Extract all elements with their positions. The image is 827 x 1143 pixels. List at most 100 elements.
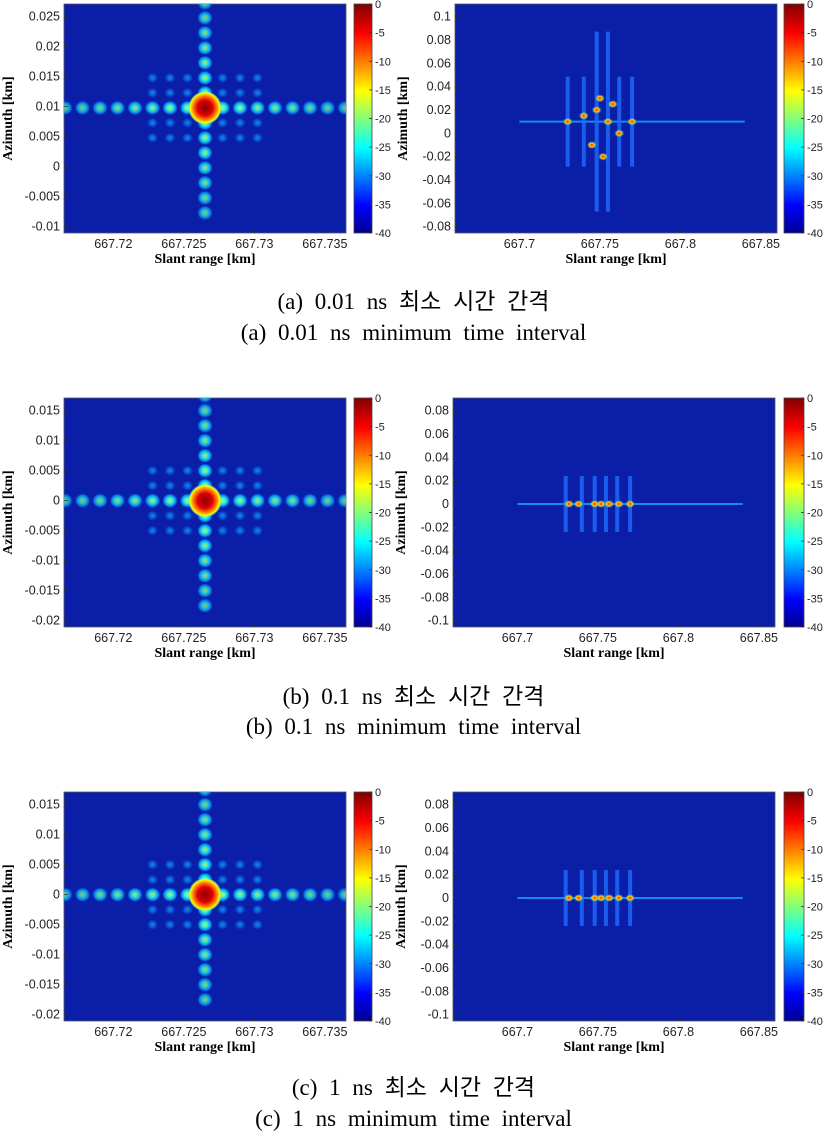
sidelobe-mark [146,859,159,871]
sidelobe-mark [251,904,264,916]
sidelobe-mark [197,130,213,146]
sidelobe-mark [319,887,336,903]
sidelobe-mark [164,874,176,886]
sidelobe-mark [146,480,159,492]
sidelobe-mark [162,100,178,116]
colorbar [353,397,373,628]
y-tick-label: 0.005 [29,464,60,478]
sidelobe-mark [197,917,213,933]
sidelobe-mark [197,872,213,888]
sidelobe-mark [197,797,213,813]
y-tick-label: 0.005 [29,858,60,872]
streak-mark [579,475,584,532]
x-tick-label: 667.8 [663,631,694,645]
sidelobe-mark [164,525,176,537]
sidelobe-mark [197,478,213,494]
y-tick-label: -0.01 [32,220,61,234]
sidelobe-mark [197,55,213,71]
colorbar [353,791,373,1022]
sidelobe-mark [162,493,178,509]
colorbar-tick-label: -10 [375,844,391,856]
x-tick-label: 667.725 [161,237,206,251]
hot-spot-mark [598,152,609,161]
colorbar-tick-label: -5 [375,422,385,434]
hot-spot-mark [596,499,607,508]
colorbar [783,397,805,628]
sidelobe-mark [216,525,229,537]
hot-spot-mark [563,499,574,508]
colorbar-tick-label: -40 [375,1016,391,1028]
sidelobe-mark [197,508,213,524]
sidelobe-mark [234,904,246,916]
y-tick-label: -0.08 [421,984,450,998]
y-tick-label: 0.01 [36,434,60,448]
sidelobe-mark [302,493,318,509]
sidelobe-mark [181,919,194,931]
sidelobe-mark [232,100,248,116]
x-axis-label: Slant range [km] [154,646,255,661]
sidelobe-mark [164,859,176,871]
sidelobe-mark [144,887,161,903]
sidelobe-mark [319,493,336,509]
y-axis-label: Azimuth [km] [396,76,411,160]
y-tick-label: 0.015 [29,798,60,812]
sidelobe-mark [197,932,213,948]
sidelobe-mark [234,510,246,522]
y-tick-label: -0.04 [421,938,450,952]
colorbar-tick-label: -40 [375,228,391,240]
colorbar-tick-label: -30 [807,565,823,577]
y-tick-label: 0.02 [425,474,449,488]
x-tick-label: 667.85 [740,631,778,645]
colorbar-tick-label: -5 [807,816,817,828]
hot-spot-mark [589,893,600,902]
sidelobe-mark [197,115,213,131]
y-tick-label: 0.005 [29,130,60,144]
caption-b-english: (b) 0.1 ns minimum time interval [245,714,582,739]
sidelobe-mark [109,100,126,116]
y-tick-label: -0.02 [32,1008,61,1022]
y-tick-label: -0.02 [423,150,452,164]
y-tick-label: 0.06 [425,427,449,441]
sidelobe-mark [197,857,213,873]
y-tick-label: -0.02 [32,614,61,628]
sidelobe-mark [197,205,213,221]
sidelobe-mark [144,493,161,509]
sidelobe-mark [197,398,213,404]
sidelobe-mark [337,493,346,509]
sidelobe-mark [251,87,264,99]
sidelobe-mark [216,87,229,99]
y-tick-label: -0.005 [25,918,60,932]
y-tick-label: 0.04 [425,844,449,858]
colorbar-tick-label: 0 [375,0,381,11]
y-tick-label: 0.04 [425,450,449,464]
hot-spot-mark [573,499,584,508]
sidelobe-mark [251,919,264,931]
colorbar-tick-label: -10 [807,844,823,856]
sidelobe-mark [92,887,108,903]
peak-mark [188,877,222,912]
hot-spot-mark [607,100,618,109]
sidelobe-mark [251,72,264,84]
y-tick-label: -0.06 [421,961,450,975]
sidelobe-mark [302,887,318,903]
sidelobe-mark [284,887,301,903]
sidelobe-mark [267,887,283,903]
hot-spot-mark [591,105,602,114]
hot-spot-mark [594,94,605,103]
hot-spot-mark [625,893,636,902]
sidelobe-mark [197,403,213,419]
colorbar-tick-label: -10 [807,450,823,462]
sidelobe-mark [234,132,246,144]
y-tick-label: -0.01 [32,948,61,962]
caption-c-english: (c) 1 ns minimum time interval [255,1106,572,1131]
streak-mark [615,475,620,532]
sidelobe-mark [214,887,231,903]
sidelobe-mark [92,493,108,509]
sidelobe-mark [197,962,213,978]
sidelobe-mark [197,145,213,161]
colorbar-tick-label: -35 [375,593,391,605]
